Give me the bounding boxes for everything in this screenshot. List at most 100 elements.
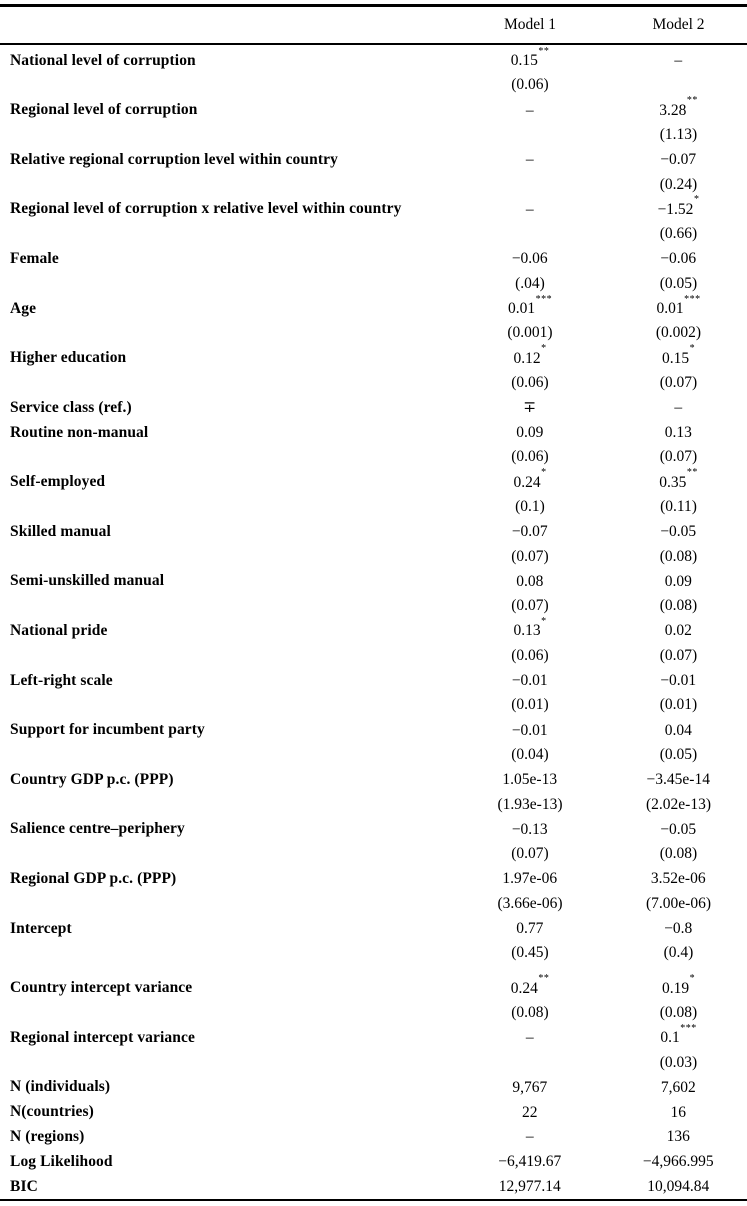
model2-estimate: – <box>610 52 747 69</box>
row-label: Service class (ref.) <box>0 400 450 416</box>
model1-stderr: (0.01) <box>450 697 610 713</box>
model2-estimate: 3.28** <box>610 96 747 119</box>
model1-estimate-value: – <box>525 151 534 169</box>
model1-estimate: – <box>450 102 610 119</box>
model1-estimate: −0.13 <box>450 821 610 838</box>
model1-stderr-value: (0.06) <box>511 448 549 466</box>
table-bottom-rule <box>0 1198 747 1202</box>
model1-estimate-value: −0.13 <box>511 820 548 838</box>
table-row: Relative regional corruption level withi… <box>0 147 747 172</box>
model2-estimate-value: −0.07 <box>660 151 697 169</box>
significance-stars: ** <box>538 45 550 57</box>
model1-estimate-value: 1.05e-13 <box>502 771 558 789</box>
model1-estimate-value: 1.97e-06 <box>502 870 558 888</box>
model2-stderr-value: (0.07) <box>659 448 698 466</box>
row-label-value: Log Likelihood <box>10 1152 113 1170</box>
table-row: Service class (ref.) ∓ – <box>0 395 747 420</box>
row-label: Regional intercept variance <box>0 1029 450 1046</box>
model2-stderr-value: (0.11) <box>660 497 697 515</box>
model2-estimate: −3.45e-14 <box>610 771 747 788</box>
table-row-stderr: (0.07) (0.08) <box>0 842 747 867</box>
table-row: Intercept 0.77 −0.8 <box>0 916 747 941</box>
row-label-value: Regional level of corruption <box>10 101 198 119</box>
table-row: Self-employed 0.24* 0.35** <box>0 467 747 495</box>
model1-stderr-value: (0.001) <box>507 324 553 342</box>
significance-stars: * <box>541 467 547 479</box>
table-row-stderr: (0.06) <box>0 73 747 98</box>
model2-stderr: (0.08) <box>610 846 747 862</box>
model1-stderr: (0.07) <box>450 598 610 614</box>
model1-estimate: −0.01 <box>450 672 610 689</box>
model1-estimate: 0.15** <box>450 46 610 70</box>
table-row: N (regions) – 136 <box>0 1124 747 1149</box>
model1-estimate-value: ∓ <box>523 399 537 417</box>
model1-stderr: (0.45) <box>450 945 610 961</box>
row-label-value: N(countries) <box>10 1103 94 1121</box>
table-header-row: Model 1 Model 2 <box>0 7 747 44</box>
model2-estimate: 10,094.84 <box>610 1178 747 1195</box>
table-body: National level of corruption 0.15** – (0.06… <box>0 45 747 1199</box>
model1-estimate: −0.07 <box>450 523 610 540</box>
row-label: Salience centre–periphery <box>0 821 450 837</box>
model2-stderr: (0.002) <box>610 325 747 341</box>
model1-estimate: 1.97e-06 <box>450 870 610 887</box>
model2-stderr-value: (0.05) <box>659 274 698 292</box>
row-label-value: Regional level of corruption x relative … <box>10 200 402 218</box>
model1-estimate: ∓ <box>450 399 610 416</box>
model1-estimate: – <box>450 1128 610 1145</box>
model2-estimate-value: 7,602 <box>660 1078 696 1096</box>
model2-stderr: (0.07) <box>610 375 747 391</box>
model2-estimate: 0.04 <box>610 722 747 739</box>
row-label: Self-employed <box>0 474 450 490</box>
table-row: Regional GDP p.c. (PPP) 1.97e-06 3.52e-06 <box>0 866 747 891</box>
table-row-stderr: (0.01) (0.01) <box>0 693 747 718</box>
table-row: Regional level of corruption x relative … <box>0 195 747 222</box>
model1-estimate-value: 0.15 <box>510 52 538 70</box>
model1-stderr: (.04) <box>450 276 610 292</box>
model1-estimate-value: 0.08 <box>516 572 544 590</box>
model1-estimate: – <box>450 1029 610 1046</box>
significance-stars: *** <box>680 1022 697 1034</box>
row-label-value: N (regions) <box>10 1127 85 1145</box>
model1-stderr-value: (3.66e-06) <box>497 894 563 912</box>
model1-estimate-value: – <box>525 201 534 218</box>
row-label-value: Routine non-manual <box>10 423 149 441</box>
row-label: BIC <box>0 1178 450 1195</box>
table-row: Semi-unskilled manual 0.08 0.09 <box>0 569 747 594</box>
table-row: Left-right scale −0.01 −0.01 <box>0 668 747 693</box>
model1-estimate: 0.01*** <box>450 294 610 317</box>
model1-estimate: 0.77 <box>450 920 610 937</box>
model2-estimate-value: 0.19 <box>661 979 690 997</box>
row-label-value: Support for incumbent party <box>10 721 205 739</box>
model2-stderr-value: (0.08) <box>659 547 698 565</box>
model2-stderr-value: (0.03) <box>659 1053 698 1071</box>
model2-estimate-value: 0.35 <box>659 473 687 491</box>
model2-stderr-value: (0.08) <box>659 845 698 863</box>
model2-estimate: −0.05 <box>610 523 747 540</box>
model2-stderr: (0.4) <box>610 945 747 961</box>
model2-estimate: 7,602 <box>610 1079 747 1096</box>
significance-stars: ** <box>686 95 698 107</box>
row-label-value: Left-right scale <box>10 671 113 689</box>
row-label-value: Age <box>10 299 37 317</box>
table-row: Female −0.06 −0.06 <box>0 246 747 271</box>
row-label-value: Relative regional corruption level withi… <box>10 150 338 168</box>
row-label: National level of corruption <box>0 52 450 69</box>
model1-stderr: (3.66e-06) <box>450 894 610 912</box>
row-label: Regional level of corruption <box>0 102 450 118</box>
model1-stderr: (0.06) <box>450 648 610 664</box>
row-label-value: Semi-unskilled manual <box>10 572 165 590</box>
model2-stderr-value: (0.24) <box>659 175 698 193</box>
model2-estimate: −0.06 <box>610 250 747 267</box>
significance-stars: ** <box>538 973 550 985</box>
model2-estimate-value: 0.09 <box>664 572 692 590</box>
model2-stderr: (0.05) <box>610 276 747 292</box>
row-label: Age <box>0 299 450 317</box>
model1-stderr-value: (0.07) <box>511 845 549 863</box>
row-label: Country intercept variance <box>0 980 450 996</box>
row-label: Support for incumbent party <box>0 722 450 738</box>
model1-estimate-value: −6,419.67 <box>498 1153 562 1171</box>
model1-stderr: (0.001) <box>450 325 610 341</box>
model2-stderr-value: (7.00e-06) <box>646 894 711 912</box>
